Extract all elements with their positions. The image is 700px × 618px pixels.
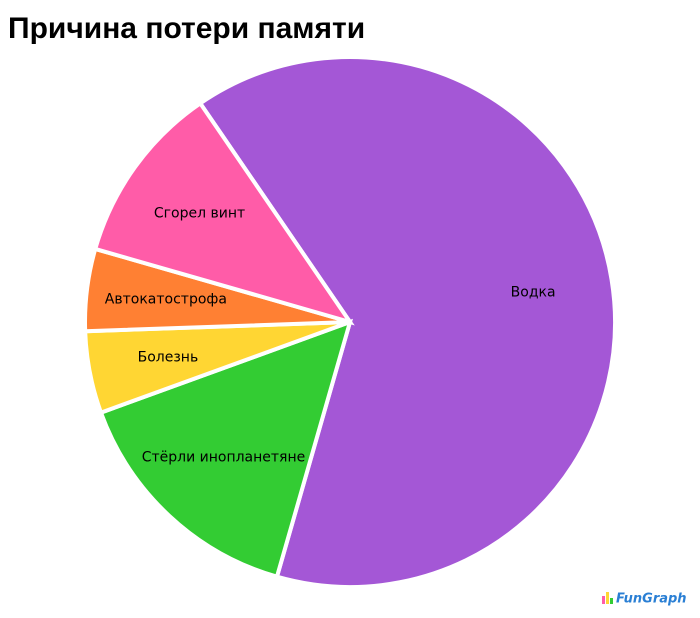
logo-bar xyxy=(602,596,605,604)
slice-label: Водка xyxy=(511,284,556,300)
slice-label: Сгорел винт xyxy=(154,205,245,221)
chart-title: Причина потери памяти xyxy=(8,12,365,45)
slice xyxy=(197,55,617,589)
slice xyxy=(92,100,355,326)
logo-bar xyxy=(606,592,609,604)
slice-label: Болезнь xyxy=(138,349,199,365)
logo-bar xyxy=(610,598,613,604)
watermark: FunGraph xyxy=(616,592,687,607)
pie xyxy=(83,55,617,589)
slice-label: Автокатострофа xyxy=(105,291,227,307)
slice xyxy=(98,318,354,580)
slice-label: Стёрли инопланетяне xyxy=(142,450,306,466)
labels: Водка Стёрли инопланетяне Болезнь Автокатос… xyxy=(105,205,556,465)
